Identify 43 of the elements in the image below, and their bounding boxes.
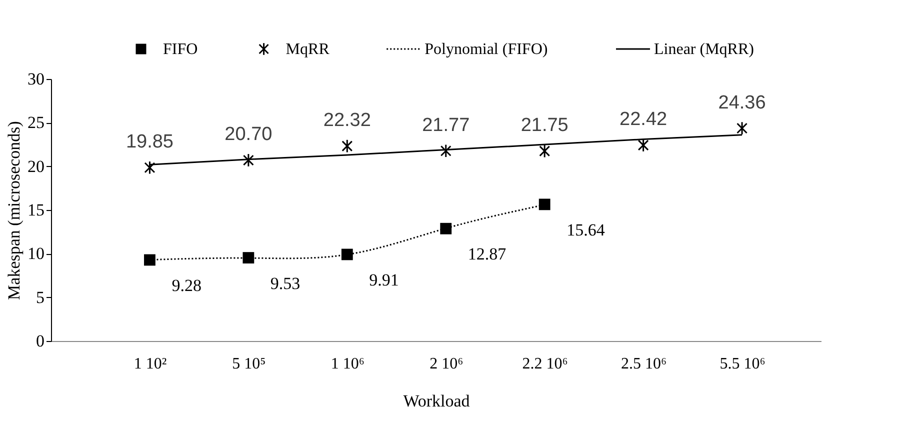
legend-label: Polynomial (FIFO) xyxy=(424,41,548,58)
y-tick-label: 5 xyxy=(36,288,44,307)
point xyxy=(440,144,452,158)
data-label: 20.70 xyxy=(224,124,272,146)
legend-label: MqRR xyxy=(286,41,330,58)
x-tick-label: 5.5 10⁶ xyxy=(720,356,766,372)
x-tick-label: 1 10⁶ xyxy=(330,356,364,372)
data-label: 22.42 xyxy=(620,109,668,130)
point xyxy=(342,139,353,153)
legend-label: Linear (MqRR) xyxy=(654,41,754,58)
data-label: 21.77 xyxy=(422,114,470,136)
y-tick-label: 15 xyxy=(28,200,44,220)
data-label: 9.91 xyxy=(369,270,399,290)
data-label: 9.28 xyxy=(172,276,202,295)
point xyxy=(440,222,452,234)
y-tick-label: 10 xyxy=(28,244,44,264)
data-label: 21.75 xyxy=(520,115,568,136)
data-label: 15.64 xyxy=(566,220,606,240)
legend-label: FIFO xyxy=(163,41,198,58)
point xyxy=(242,153,254,168)
point xyxy=(638,138,649,152)
data-label: 19.85 xyxy=(126,132,174,153)
y-tick-label: 25 xyxy=(28,113,44,132)
y-axis-title: Makespan (microseconds) xyxy=(4,121,24,300)
x-tick-label: 2.5 10⁶ xyxy=(621,356,667,372)
y-tick-label: 30 xyxy=(28,70,44,88)
x-axis-title: Workload xyxy=(403,392,470,410)
data-label: 22.32 xyxy=(323,110,371,132)
x-tick-label: 5 10⁵ xyxy=(232,356,266,372)
x-tick-label: 2 10⁶ xyxy=(430,356,464,372)
data-label: 24.36 xyxy=(718,92,766,114)
point xyxy=(341,248,353,260)
x-tick-label: 2.2 10⁶ xyxy=(522,356,568,372)
data-label: 12.87 xyxy=(468,244,507,264)
y-tick-label: 20 xyxy=(28,156,44,176)
x-tick-label: 1 10² xyxy=(134,356,167,372)
y-tick-label: 0 xyxy=(36,332,44,350)
point xyxy=(144,160,156,175)
point xyxy=(144,254,156,266)
point xyxy=(539,144,550,158)
data-label: 9.53 xyxy=(270,274,300,293)
point xyxy=(538,198,550,210)
point xyxy=(242,252,254,264)
